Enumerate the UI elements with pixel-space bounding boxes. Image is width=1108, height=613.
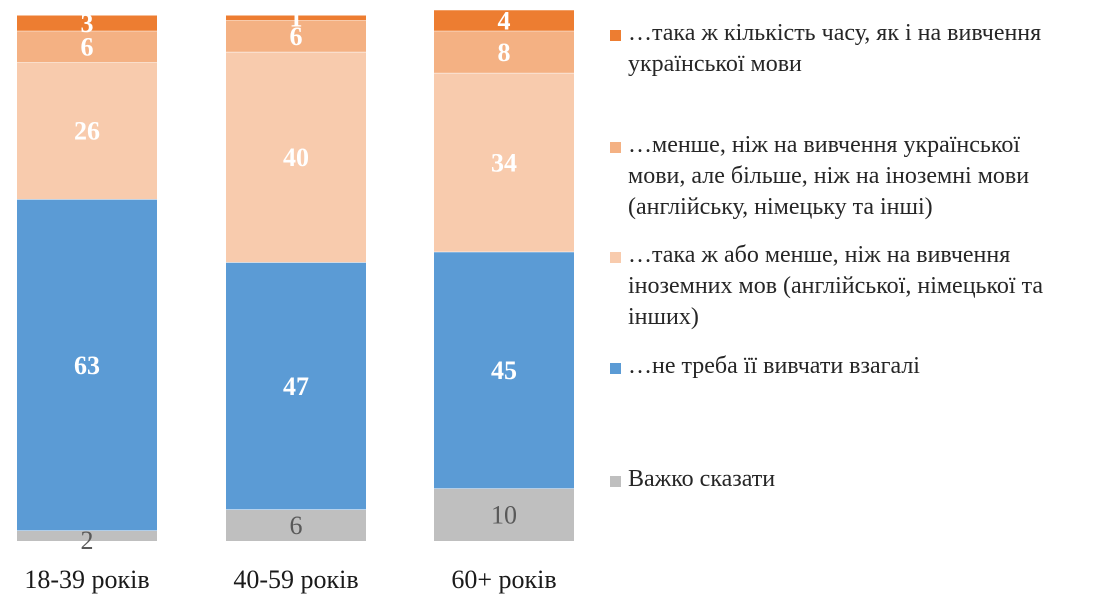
bar-segment — [17, 30, 157, 63]
legend-entry-text: Важко сказати — [628, 466, 775, 492]
legend-entry-text: української мови — [628, 51, 802, 77]
data-label: 4 — [498, 6, 511, 35]
legend-entry-text: інших) — [628, 304, 699, 330]
legend-marker — [610, 30, 621, 41]
bar-segment — [434, 72, 574, 252]
legend-entry-text: …така ж або менше, ніж на вивчення — [628, 242, 1010, 268]
bar-segment — [434, 488, 574, 541]
data-label: 1 — [290, 4, 303, 33]
legend-marker — [610, 476, 621, 487]
data-label: 6 — [290, 511, 303, 540]
category-labels-group: 18-39 років 40-59 років 60+ років — [24, 565, 556, 594]
legend-marker — [610, 252, 621, 263]
data-label: 63 — [74, 351, 100, 380]
category-label: 40-59 років — [233, 565, 358, 594]
legend-entry-text: мови, але більше, ніж на іноземні мови — [628, 163, 1029, 189]
bar-segment — [226, 15, 366, 21]
data-label: 45 — [491, 356, 517, 385]
bar-segment — [226, 20, 366, 52]
bar-segment — [434, 251, 574, 489]
legend-entry-text: …така ж кількість часу, як і на вивчення — [628, 20, 1041, 46]
data-label: 6 — [290, 22, 303, 51]
legend: …така ж кількість часу, як і на вивчення… — [610, 20, 1043, 492]
legend-entry-text: (англійську, німецьку та інші) — [628, 194, 933, 220]
category-label: 18-39 років — [24, 565, 149, 594]
bar-segment — [226, 51, 366, 263]
data-label: 8 — [498, 38, 511, 67]
data-label: 2 — [81, 526, 94, 555]
data-label: 3 — [81, 9, 94, 38]
data-label: 47 — [283, 372, 309, 401]
category-label: 60+ років — [451, 565, 556, 594]
bars-group — [17, 9, 574, 541]
legend-marker — [610, 142, 621, 153]
legend-marker — [610, 363, 621, 374]
legend-entry-text: іноземних мов (англійської, німецької та — [628, 273, 1043, 299]
bar-segment — [17, 199, 157, 531]
data-label: 34 — [491, 148, 517, 177]
data-label: 10 — [491, 501, 517, 530]
bar-segment — [226, 509, 366, 541]
bar-segment — [17, 15, 157, 31]
legend-entry-text: …не треба її вивчати взагалі — [628, 353, 920, 379]
data-label: 26 — [74, 117, 100, 146]
bar-segment — [226, 262, 366, 510]
bar-segment — [17, 62, 157, 200]
bar-segment — [434, 9, 574, 31]
data-label: 40 — [283, 143, 309, 172]
bar-segment — [434, 30, 574, 73]
bar-segment — [17, 530, 157, 541]
legend-entry-text: …менше, ніж на вивчення української — [628, 132, 1020, 158]
data-label: 6 — [81, 33, 94, 62]
